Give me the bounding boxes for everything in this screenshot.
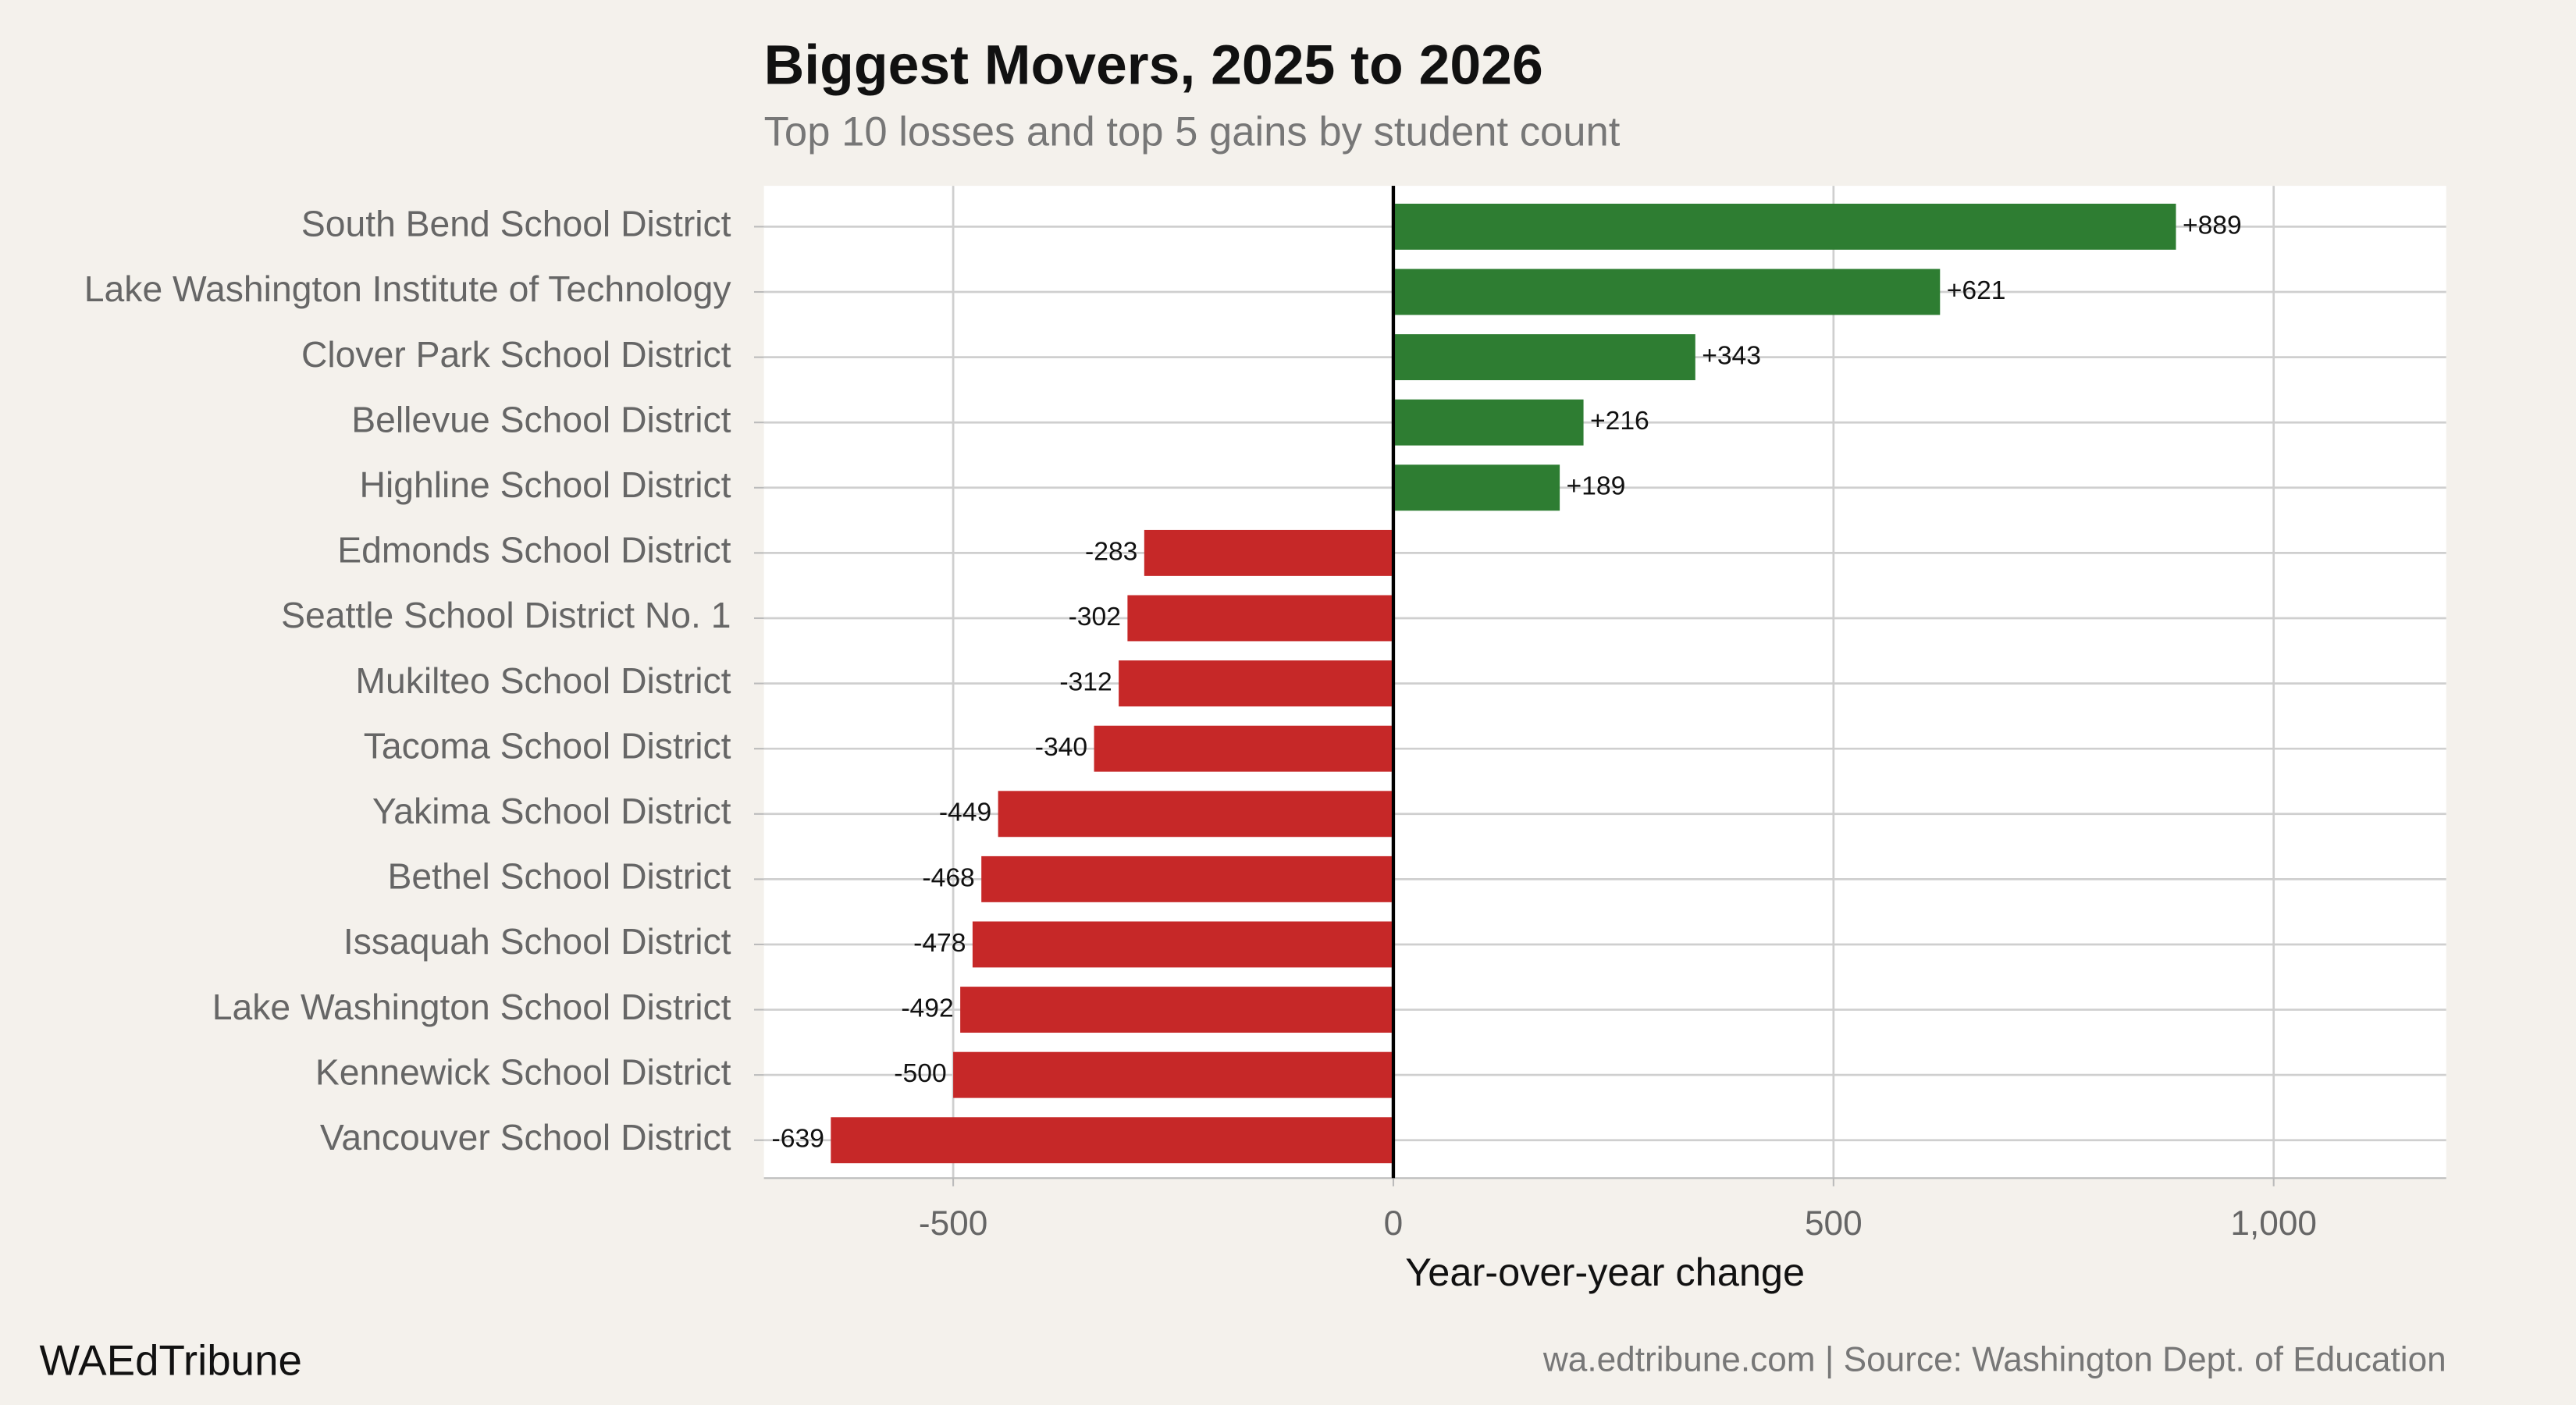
bar xyxy=(960,987,1393,1033)
bar xyxy=(1393,334,1695,381)
x-tick-label: 1,000 xyxy=(2230,1204,2317,1243)
x-tick-label: 500 xyxy=(1805,1204,1863,1243)
bar xyxy=(1127,595,1393,642)
y-tick-label: Mukilteo School District xyxy=(355,660,731,701)
bar xyxy=(1393,399,1584,446)
x-axis-label: Year-over-year change xyxy=(1405,1250,1805,1294)
y-tick-label: Seattle School District No. 1 xyxy=(281,595,731,635)
bar xyxy=(972,921,1393,968)
brand: WAEdTribune xyxy=(40,1336,302,1385)
y-tick-label: Issaquah School District xyxy=(343,921,731,962)
x-tick-label: 0 xyxy=(1384,1204,1404,1243)
value-label: +189 xyxy=(1567,472,1626,501)
value-label: -449 xyxy=(939,799,991,827)
bar xyxy=(998,791,1393,838)
bar xyxy=(953,1051,1393,1098)
y-tick-label: Lake Washington Institute of Technology xyxy=(84,269,732,309)
value-label: -340 xyxy=(1035,733,1087,762)
y-tick-label: Yakima School District xyxy=(372,791,731,831)
y-tick-label: Lake Washington School District xyxy=(212,987,731,1027)
value-label: +621 xyxy=(1947,276,2006,305)
bar xyxy=(1144,529,1393,576)
value-label: -478 xyxy=(913,929,966,958)
value-label: -492 xyxy=(901,994,953,1023)
value-label: +216 xyxy=(1590,407,1649,436)
y-tick-label: Edmonds School District xyxy=(337,530,731,571)
y-tick-label: Highline School District xyxy=(360,464,731,505)
y-tick-label: Tacoma School District xyxy=(364,725,731,766)
value-label: +889 xyxy=(2183,211,2242,240)
bar xyxy=(1393,269,1941,315)
value-label: -312 xyxy=(1059,667,1112,696)
bar xyxy=(1094,725,1393,772)
bar xyxy=(831,1117,1393,1164)
bar xyxy=(1119,660,1393,707)
chart-subtitle: Top 10 losses and top 5 gains by student… xyxy=(764,109,1621,155)
value-label: -302 xyxy=(1069,603,1121,631)
value-label: -283 xyxy=(1085,537,1137,566)
value-label: -500 xyxy=(894,1059,946,1088)
y-tick-label: South Bend School District xyxy=(301,204,731,244)
value-label: -639 xyxy=(772,1125,824,1154)
value-label: -468 xyxy=(922,863,974,892)
x-tick-label: -500 xyxy=(919,1204,987,1243)
bar xyxy=(1393,464,1560,511)
bar xyxy=(981,855,1393,902)
y-tick-label: Kennewick School District xyxy=(315,1051,731,1092)
chart-title: Biggest Movers, 2025 to 2026 xyxy=(764,34,1543,97)
y-tick-label: Clover Park School District xyxy=(301,334,731,375)
y-tick-label: Bethel School District xyxy=(388,856,731,897)
y-tick-label: Bellevue School District xyxy=(351,399,731,439)
source: wa.edtribune.com | Source: Washington De… xyxy=(1542,1341,2446,1379)
y-tick-label: Vancouver School District xyxy=(320,1117,731,1158)
value-label: +343 xyxy=(1702,342,1761,371)
bar xyxy=(1393,203,2176,250)
